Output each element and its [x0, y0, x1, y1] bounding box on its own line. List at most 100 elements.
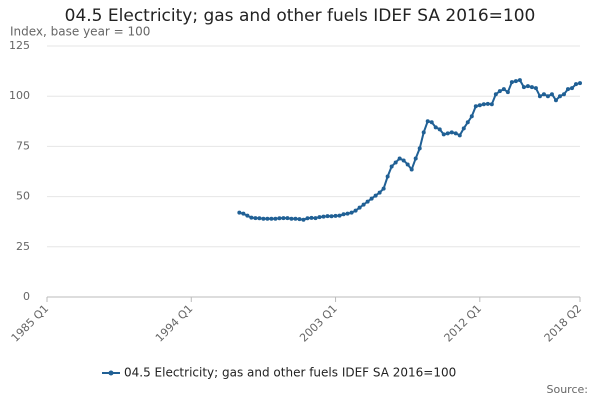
point	[317, 215, 322, 220]
point	[513, 79, 518, 84]
x-tick-label: 2012 Q1	[442, 302, 485, 345]
point	[385, 174, 390, 179]
point	[289, 216, 294, 221]
point	[401, 158, 406, 163]
point	[441, 132, 446, 137]
point	[473, 104, 478, 109]
y-tick-label: 25	[16, 240, 30, 253]
point	[417, 146, 422, 151]
line	[239, 78, 581, 221]
point	[329, 214, 334, 219]
point	[517, 78, 522, 83]
point	[361, 202, 366, 207]
point	[573, 82, 578, 87]
point	[497, 89, 502, 94]
point	[529, 85, 534, 90]
point	[261, 216, 266, 221]
point	[277, 216, 282, 221]
point	[465, 120, 470, 125]
point	[493, 92, 498, 97]
point	[525, 84, 530, 89]
point	[265, 216, 270, 221]
point	[541, 92, 546, 97]
point	[345, 211, 350, 216]
point	[237, 210, 242, 215]
point	[381, 186, 386, 191]
point	[397, 156, 402, 161]
point	[485, 101, 490, 106]
point	[457, 133, 462, 138]
y-tick-label: 0	[23, 290, 30, 303]
point	[557, 94, 562, 99]
point	[549, 92, 554, 97]
point	[241, 211, 246, 216]
source: Source:	[547, 383, 589, 396]
point	[353, 208, 358, 213]
point	[357, 205, 362, 210]
point	[477, 103, 482, 108]
point	[313, 216, 318, 221]
point	[369, 196, 374, 201]
point	[421, 130, 426, 135]
point	[461, 126, 466, 131]
point	[409, 167, 414, 172]
point	[578, 81, 582, 86]
point	[445, 131, 450, 136]
point	[449, 130, 454, 135]
x-tick-label: 2003 Q1	[297, 302, 340, 345]
point	[553, 98, 558, 103]
point	[393, 160, 398, 165]
point	[341, 212, 346, 217]
point	[365, 199, 370, 204]
point	[257, 216, 262, 221]
point	[321, 214, 326, 219]
point	[565, 87, 570, 92]
point	[253, 216, 258, 221]
point	[569, 86, 574, 91]
point	[425, 119, 430, 124]
point	[305, 216, 310, 221]
y-tick-label: 75	[16, 139, 30, 152]
point	[297, 217, 302, 222]
point	[413, 156, 418, 161]
point	[293, 216, 298, 221]
point	[405, 162, 410, 167]
x-tick-label: 1985 Q1	[9, 302, 52, 345]
point	[505, 90, 510, 95]
point	[281, 216, 286, 221]
chart-title: 04.5 Electricity; gas and other fuels ID…	[65, 6, 536, 26]
point	[509, 80, 514, 85]
point	[285, 216, 290, 221]
point	[437, 127, 442, 132]
point	[501, 87, 506, 92]
point	[269, 216, 274, 221]
point	[249, 215, 254, 220]
point	[429, 120, 434, 125]
point	[561, 92, 566, 97]
chart-subtitle: Index, base year = 100	[10, 25, 150, 39]
point	[489, 102, 494, 107]
legend-label: 04.5 Electricity; gas and other fuels ID…	[124, 366, 456, 380]
point	[433, 125, 438, 130]
point	[545, 94, 550, 99]
point	[521, 85, 526, 90]
point	[309, 215, 314, 220]
point	[325, 214, 330, 219]
point	[481, 102, 486, 107]
point	[373, 193, 378, 198]
x-tick-label: 2018 Q2	[542, 302, 585, 345]
point	[301, 217, 306, 222]
point	[377, 190, 382, 195]
point	[533, 86, 538, 91]
y-tick-label: 125	[9, 39, 30, 52]
point	[245, 213, 250, 218]
y-tick-label: 50	[16, 190, 30, 203]
point	[453, 131, 458, 136]
point	[349, 210, 354, 215]
x-tick-label: 1994 Q1	[153, 302, 196, 345]
point	[333, 213, 338, 218]
point	[337, 213, 342, 218]
point	[389, 164, 394, 169]
point	[273, 216, 278, 221]
